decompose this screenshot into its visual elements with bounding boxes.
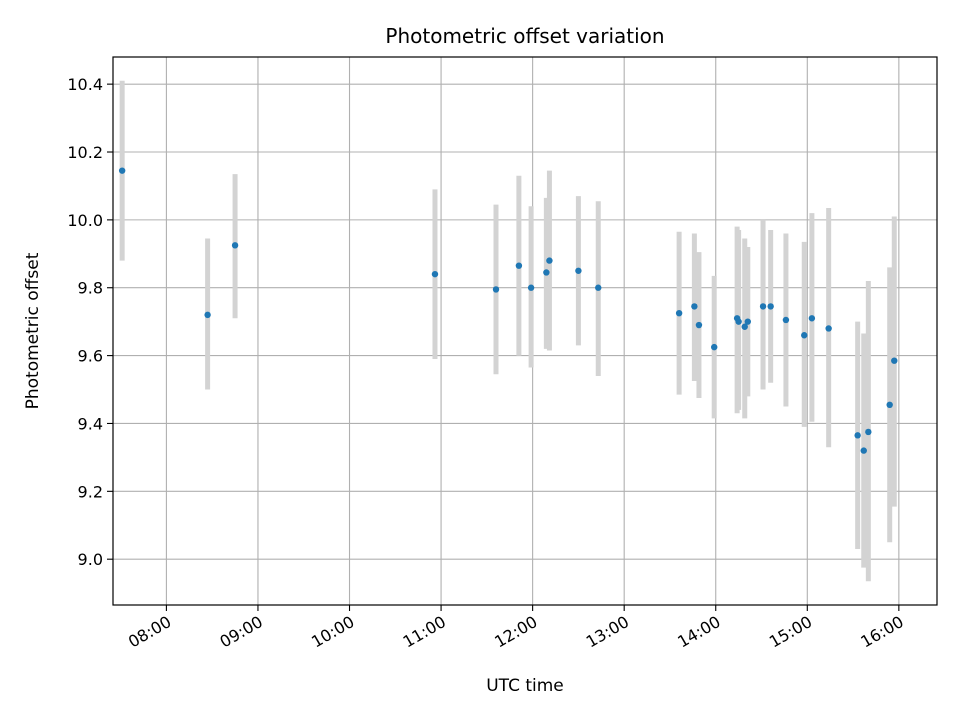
data-point bbox=[675, 309, 683, 317]
data-point bbox=[854, 432, 861, 439]
y-tick-label: 10.4 bbox=[67, 75, 103, 94]
data-point bbox=[118, 167, 126, 174]
grid bbox=[113, 57, 937, 605]
x-axis-title: UTC time bbox=[486, 676, 564, 696]
data-point bbox=[204, 311, 211, 319]
y-tick-label: 9.0 bbox=[78, 550, 103, 569]
y-axis-title: Photometric offset bbox=[23, 252, 43, 409]
data-point bbox=[695, 321, 703, 329]
data-point bbox=[515, 262, 523, 269]
chart-title: Photometric offset variation bbox=[385, 24, 664, 48]
data-point bbox=[711, 343, 718, 351]
y-tick-label: 10.0 bbox=[67, 211, 103, 230]
data-point bbox=[801, 332, 808, 339]
y-tick-label: 9.8 bbox=[78, 279, 103, 298]
data-point bbox=[735, 318, 742, 325]
data-point bbox=[543, 269, 550, 276]
y-tick-label: 10.2 bbox=[67, 143, 103, 162]
data-point bbox=[431, 270, 439, 278]
data-point bbox=[546, 257, 553, 264]
data-point bbox=[575, 267, 582, 274]
data-points bbox=[118, 167, 898, 454]
y-tick-label: 9.2 bbox=[78, 482, 103, 501]
data-point bbox=[808, 315, 816, 322]
data-point bbox=[759, 303, 767, 310]
data-point bbox=[886, 401, 893, 409]
data-point bbox=[492, 286, 500, 293]
data-point bbox=[744, 318, 751, 325]
y-axis: 9.0 9.2 9.4 9.6 9.8 10.0 10.2 10.4 bbox=[67, 75, 113, 569]
data-point bbox=[595, 284, 602, 291]
y-tick-label: 9.6 bbox=[78, 347, 103, 366]
data-point bbox=[691, 303, 698, 310]
data-point bbox=[865, 428, 872, 436]
data-point bbox=[825, 325, 832, 332]
data-point bbox=[767, 303, 774, 310]
data-point bbox=[741, 323, 748, 330]
data-point bbox=[527, 284, 535, 291]
data-point bbox=[782, 316, 790, 324]
data-point bbox=[860, 447, 867, 454]
y-tick-label: 9.4 bbox=[78, 414, 103, 433]
data-point bbox=[891, 357, 898, 364]
plot-frame bbox=[112, 56, 938, 606]
data-point bbox=[231, 242, 239, 249]
